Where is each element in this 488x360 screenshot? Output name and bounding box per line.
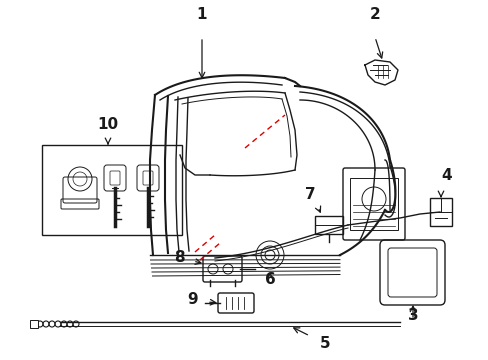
Bar [42,145,182,235]
Text: 10: 10 [97,117,118,132]
Text: 7: 7 [304,187,315,202]
Text: 9: 9 [187,292,198,307]
Text: 1: 1 [196,7,207,22]
Text: 3: 3 [407,308,417,323]
Text: 6: 6 [264,272,275,287]
Text: 5: 5 [319,336,329,351]
Text: 2: 2 [369,7,380,22]
Bar [30,320,38,328]
Bar [314,216,342,234]
Bar [349,178,397,230]
Text: 4: 4 [441,168,451,183]
Text: 8: 8 [174,249,184,265]
Bar [429,198,451,226]
